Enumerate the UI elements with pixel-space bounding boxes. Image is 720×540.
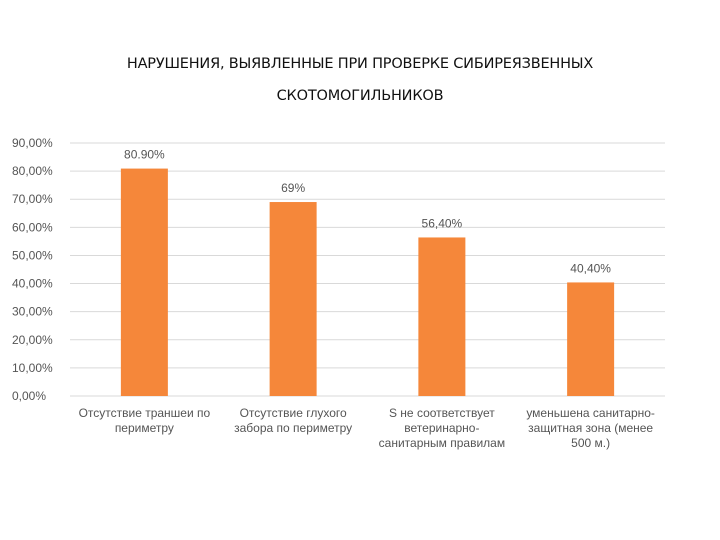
y-tick-label: 40,00% bbox=[12, 277, 53, 291]
x-category-label: S не соответствует ветеринарно-санитарным… bbox=[379, 406, 505, 450]
bar bbox=[567, 282, 615, 396]
data-label: 40,40% bbox=[570, 261, 611, 275]
y-tick-label: 70,00% bbox=[12, 192, 53, 206]
x-category-label: уменьшена санитарно-защитная зона (менее… bbox=[526, 406, 655, 450]
chart-title-line-1: НАРУШЕНИЯ, ВЫЯВЛЕННЫЕ ПРИ ПРОВЕРКЕ СИБИР… bbox=[126, 56, 594, 72]
y-tick-label: 20,00% bbox=[12, 333, 53, 347]
y-tick-label: 30,00% bbox=[12, 305, 53, 319]
y-tick-label: 0,00% bbox=[12, 389, 46, 403]
y-tick-label: 80,00% bbox=[12, 164, 53, 178]
y-tick-label: 50,00% bbox=[12, 248, 53, 262]
chart-title-line-2: СКОТОМОГИЛЬНИКОВ bbox=[276, 88, 444, 104]
y-tick-label: 60,00% bbox=[12, 220, 53, 234]
bar bbox=[418, 237, 466, 396]
data-label: 80.90% bbox=[124, 148, 165, 162]
bar bbox=[269, 202, 317, 396]
x-category-label: Отсутствие траншеи по периметру bbox=[79, 406, 211, 435]
bar bbox=[120, 168, 168, 396]
x-category-label: Отсутствие глухого забора по периметру bbox=[234, 406, 352, 435]
y-tick-label: 90,00% bbox=[12, 136, 53, 150]
data-label: 56,40% bbox=[422, 216, 463, 230]
data-label: 69% bbox=[281, 181, 305, 195]
y-tick-label: 10,00% bbox=[12, 361, 53, 375]
